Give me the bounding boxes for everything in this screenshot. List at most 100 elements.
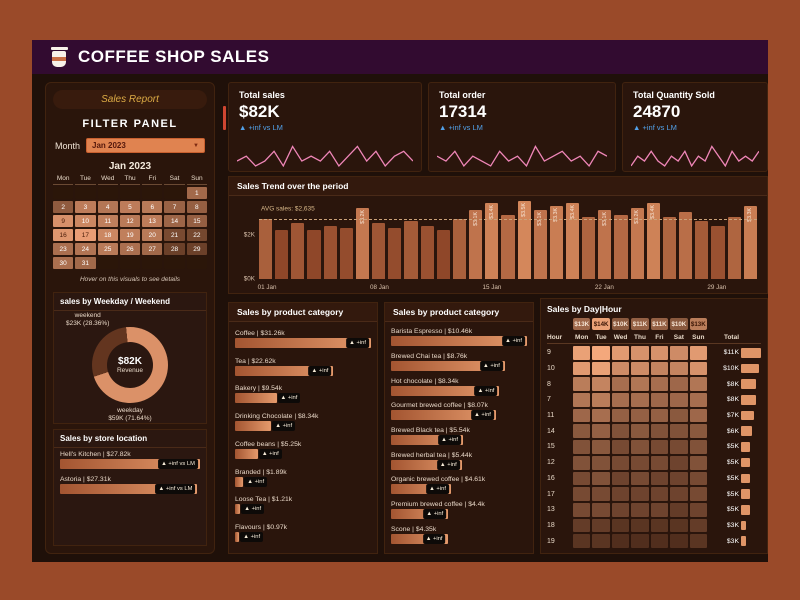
row-total-bar[interactable] [741,442,751,452]
heat-cell-12-Sun[interactable] [689,455,707,470]
month-dropdown[interactable]: Jan 2023 ▼ [86,138,205,153]
calendar-date-23[interactable]: 23 [53,243,74,255]
heat-cell-18-Wed[interactable] [611,518,630,533]
heat-cell-15-Fri[interactable] [650,440,669,454]
calendar-date-17[interactable]: 17 [75,229,96,241]
trend-bar-day-1[interactable] [259,219,273,279]
heat-cell-19-Sun[interactable] [689,534,707,548]
row-total-bar[interactable] [741,536,747,546]
heat-cell-9-Sat[interactable] [670,346,688,360]
heat-cell-19-Fri[interactable] [650,534,669,548]
heat-cell-14-Thu[interactable] [631,424,649,439]
heat-cell-12-Sat[interactable] [670,455,688,470]
heat-cell-17-Sun[interactable] [689,487,707,501]
heat-cell-8-Mon[interactable] [573,377,591,392]
heat-cell-15-Tue[interactable] [592,440,610,454]
heat-cell-15-Mon[interactable] [573,440,591,454]
heat-cell-19-Thu[interactable] [631,534,649,548]
heat-cell-13-Tue[interactable] [592,502,610,517]
calendar-date-1[interactable]: 1 [186,187,207,199]
heat-cell-15-Thu[interactable] [631,440,649,454]
bar[interactable] [235,532,240,543]
heat-cell-10-Sun[interactable] [689,361,707,376]
bar[interactable] [391,410,496,421]
trend-bar-day-6[interactable] [339,227,353,279]
heat-cell-13-Sat[interactable] [670,502,688,517]
heat-cell-12-Tue[interactable] [592,455,610,470]
bar[interactable] [235,421,272,432]
calendar-date-2[interactable]: 2 [53,201,74,213]
calendar-date-25[interactable]: 25 [97,243,118,255]
bar[interactable] [60,484,198,494]
heat-cell-12-Fri[interactable] [650,455,669,470]
bar[interactable] [60,459,200,469]
row-total-bar[interactable] [741,473,751,484]
heat-cell-13-Mon[interactable] [573,502,591,517]
calendar-date-14[interactable]: 14 [164,215,185,227]
bar[interactable] [391,459,462,470]
row-total-bar[interactable] [741,504,751,515]
trend-bar-day-14[interactable]: $3.1K [469,210,483,279]
bar[interactable] [235,476,244,487]
trend-bar-day-29[interactable] [711,225,725,279]
heat-cell-15-Sat[interactable] [670,440,688,454]
day-total-badge[interactable]: $13K [689,318,707,330]
trend-bar-day-7[interactable]: $3.2K [355,207,370,279]
trend-bar-day-2[interactable] [275,230,289,279]
heat-cell-7-Thu[interactable] [631,393,649,407]
heat-cell-15-Wed[interactable] [611,440,630,454]
heat-cell-18-Sun[interactable] [689,518,707,533]
bar[interactable] [235,504,241,515]
row-total-bar[interactable] [741,489,751,499]
trend-bar-day-17[interactable]: $3.5K [517,201,531,279]
bar[interactable] [391,508,449,519]
calendar-date-27[interactable]: 27 [142,243,163,255]
heat-cell-9-Sun[interactable] [689,346,707,360]
bar[interactable] [235,365,334,376]
calendar-date-26[interactable]: 26 [119,243,141,255]
trend-bar-day-10[interactable] [404,221,418,279]
heat-cell-16-Fri[interactable] [650,471,669,486]
calendar-date-3[interactable]: 3 [75,201,96,213]
bar[interactable] [391,484,451,495]
heat-cell-16-Sat[interactable] [670,471,688,486]
trend-bar-day-26[interactable] [662,216,677,279]
heat-cell-13-Wed[interactable] [611,502,630,517]
scrollbar-indicator[interactable] [223,106,226,130]
trend-bar-day-8[interactable] [372,223,386,279]
row-total-bar[interactable] [741,348,761,358]
calendar-date-7[interactable]: 7 [164,201,185,213]
row-total-bar[interactable] [741,426,752,437]
day-total-badge[interactable]: $13K [573,318,591,330]
row-total-bar[interactable] [741,395,756,405]
calendar-date-10[interactable]: 10 [75,215,96,227]
bar[interactable] [391,336,527,347]
heat-cell-16-Tue[interactable] [592,471,610,486]
heat-cell-8-Wed[interactable] [611,377,630,392]
heat-cell-7-Fri[interactable] [650,393,669,407]
heat-cell-18-Tue[interactable] [592,518,610,533]
calendar-date-5[interactable]: 5 [119,201,141,213]
heat-cell-10-Tue[interactable] [592,361,610,376]
calendar-date-8[interactable]: 8 [186,201,207,213]
calendar-date-24[interactable]: 24 [75,243,96,255]
heat-cell-17-Thu[interactable] [631,487,649,501]
bar[interactable] [391,533,448,544]
trend-bar-day-21[interactable] [582,216,596,279]
heat-cell-11-Sun[interactable] [689,408,707,423]
heat-cell-10-Fri[interactable] [650,361,669,376]
heat-cell-11-Tue[interactable] [592,408,610,423]
heat-cell-10-Thu[interactable] [631,361,649,376]
heat-cell-15-Sun[interactable] [689,440,707,454]
heat-cell-18-Thu[interactable] [631,518,649,533]
trend-bar-day-19[interactable]: $3.3K [549,205,563,279]
day-total-badge[interactable]: $10K [611,318,630,330]
heat-cell-8-Tue[interactable] [592,377,610,392]
trend-bar-day-18[interactable]: $3.1K [533,210,547,279]
heat-cell-18-Mon[interactable] [573,518,591,533]
trend-bar-day-4[interactable] [307,230,321,279]
heat-cell-10-Wed[interactable] [611,361,630,376]
heat-cell-12-Wed[interactable] [611,455,630,470]
heat-cell-12-Thu[interactable] [631,455,649,470]
calendar-date-19[interactable]: 19 [119,229,141,241]
